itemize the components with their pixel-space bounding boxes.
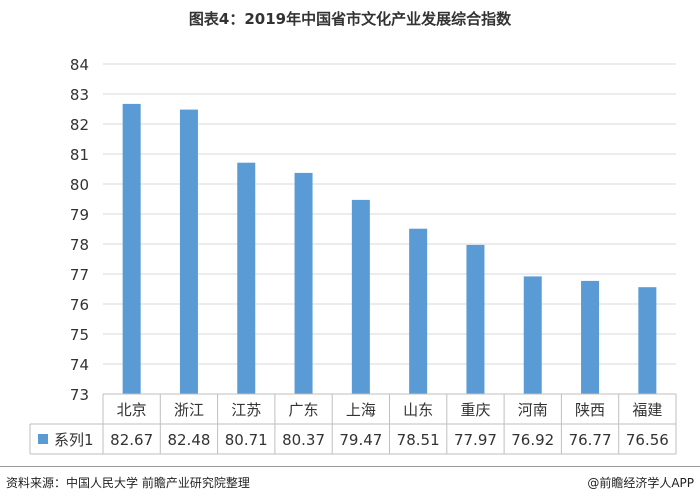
y-tick-label: 81 <box>70 146 89 164</box>
data-value-label: 77.97 <box>454 431 497 449</box>
bar-chart: 73 74 75 76 77 78 79 80 81 82 83 84 北京 浙江 江苏 广东 上海 山东 重庆 河南… <box>29 56 677 455</box>
bar <box>409 228 428 394</box>
category-label: 浙江 <box>174 401 204 419</box>
bar <box>294 172 313 394</box>
legend-swatch <box>38 434 48 444</box>
data-value-label: 78.51 <box>397 431 440 449</box>
bar <box>523 276 542 394</box>
y-tick-label: 84 <box>70 56 89 74</box>
chart-title: 图表4：2019年中国省市文化产业发展综合指数 <box>188 10 512 28</box>
y-tick-label: 76 <box>70 296 89 314</box>
y-tick-label: 77 <box>70 266 89 284</box>
data-value-label: 79.47 <box>339 431 382 449</box>
footer-divider <box>0 466 700 467</box>
legend-label: 系列1 <box>54 431 94 449</box>
category-label: 江苏 <box>231 401 261 419</box>
category-label: 福建 <box>632 401 662 419</box>
data-value-label: 76.56 <box>626 431 669 449</box>
y-tick-label: 79 <box>70 206 89 224</box>
category-label: 河南 <box>518 401 548 419</box>
y-tick-label: 78 <box>70 236 89 254</box>
category-label: 广东 <box>289 401 319 419</box>
bar <box>237 162 256 394</box>
bar <box>638 287 657 394</box>
data-value-label: 76.92 <box>511 431 554 449</box>
data-value-label: 80.71 <box>225 431 268 449</box>
brand-label: @前瞻经济学人APP <box>587 476 694 490</box>
category-label: 重庆 <box>460 401 490 419</box>
source-note: 资料来源：中国人民大学 前瞻产业研究院整理 <box>6 476 250 490</box>
y-tick-label: 83 <box>70 86 89 104</box>
bar <box>351 199 370 394</box>
bar <box>122 103 141 395</box>
category-label: 上海 <box>346 401 376 419</box>
y-tick-label: 74 <box>70 356 89 374</box>
bar <box>466 244 485 394</box>
data-value-label: 80.37 <box>282 431 325 449</box>
bar <box>179 109 198 394</box>
y-tick-label: 75 <box>70 326 89 344</box>
category-label: 山东 <box>403 401 433 419</box>
category-label: 陕西 <box>575 401 605 419</box>
y-tick-label: 82 <box>70 116 89 134</box>
y-tick-label: 73 <box>70 386 89 404</box>
data-value-label: 76.77 <box>569 431 612 449</box>
bar <box>581 280 600 394</box>
data-value-label: 82.48 <box>167 431 210 449</box>
data-value-label: 82.67 <box>110 431 153 449</box>
y-tick-label: 80 <box>70 176 89 194</box>
category-label: 北京 <box>117 401 147 419</box>
